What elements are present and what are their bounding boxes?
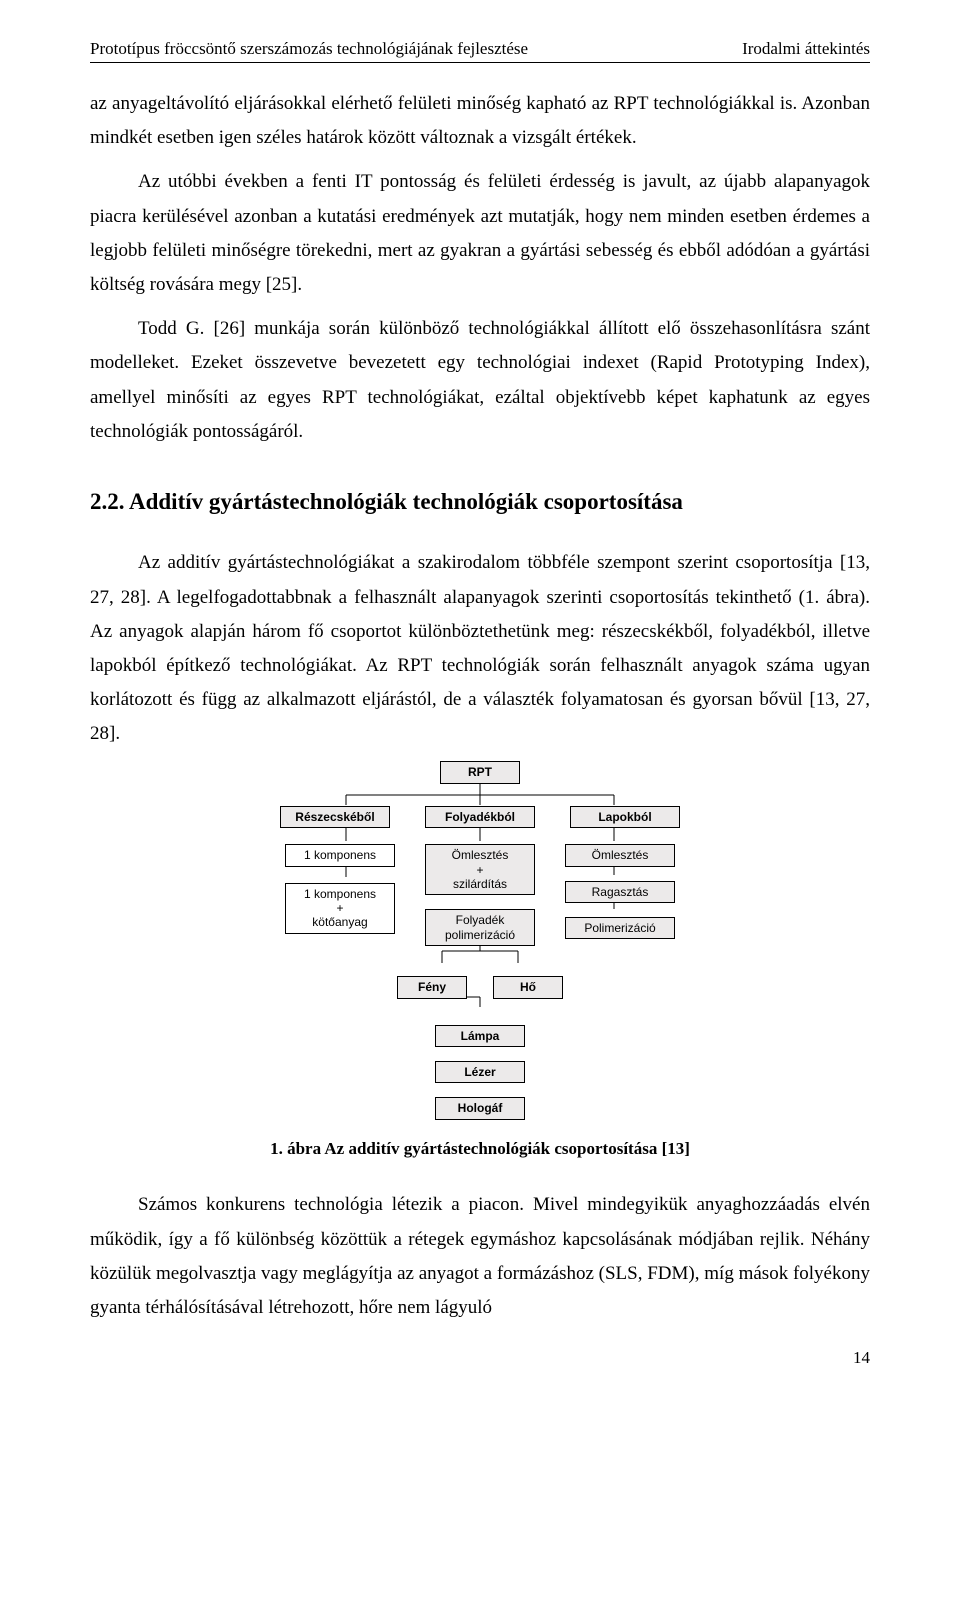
diagram-split-0: Fény	[397, 976, 467, 998]
diagram-col3-0: Ömlesztés	[565, 844, 675, 866]
header-left: Prototípus fröccsöntő szerszámozás techn…	[90, 38, 528, 60]
diagram-col1-0: 1 komponens	[285, 844, 395, 866]
paragraph-1: az anyageltávolító eljárásokkal elérhető…	[90, 87, 870, 155]
classification-diagram: RPT Részecskéből Folyadékból Lapokból 1 …	[90, 761, 870, 1121]
diagram-col1-1: 1 komponens + kötőanyag	[285, 883, 395, 934]
page-header: Prototípus fröccsöntő szerszámozás techn…	[90, 38, 870, 63]
diagram-seq-1: Lézer	[435, 1061, 525, 1083]
diagram-seq-0: Lámpa	[435, 1025, 525, 1047]
diagram-seq-2: Hologáf	[435, 1097, 525, 1119]
paragraph-4: Az additív gyártástechnológiákat a szaki…	[90, 546, 870, 751]
diagram-l1-1: Folyadékból	[425, 806, 535, 828]
paragraph-3: Todd G. [26] munkája során különböző tec…	[90, 312, 870, 449]
page-number: 14	[90, 1343, 870, 1374]
diagram-col3-2: Polimerizáció	[565, 917, 675, 939]
diagram-l1-0: Részecskéből	[280, 806, 390, 828]
diagram-col3-1: Ragasztás	[565, 881, 675, 903]
paragraph-5: Számos konkurens technológia létezik a p…	[90, 1188, 870, 1325]
diagram-col2-0: Ömlesztés + szilárdítás	[425, 844, 535, 895]
section-heading-2-2: 2.2. Additív gyártástechnológiák technol…	[90, 481, 870, 522]
diagram-root: RPT	[440, 761, 520, 783]
figure-caption-1: 1. ábra Az additív gyártástechnológiák c…	[90, 1134, 870, 1165]
diagram-col2-1: Folyadék polimerizáció	[425, 909, 535, 946]
paragraph-2: Az utóbbi években a fenti IT pontosság é…	[90, 165, 870, 302]
diagram-l1-2: Lapokból	[570, 806, 680, 828]
diagram-split-1: Hő	[493, 976, 563, 998]
header-right: Irodalmi áttekintés	[742, 38, 870, 60]
